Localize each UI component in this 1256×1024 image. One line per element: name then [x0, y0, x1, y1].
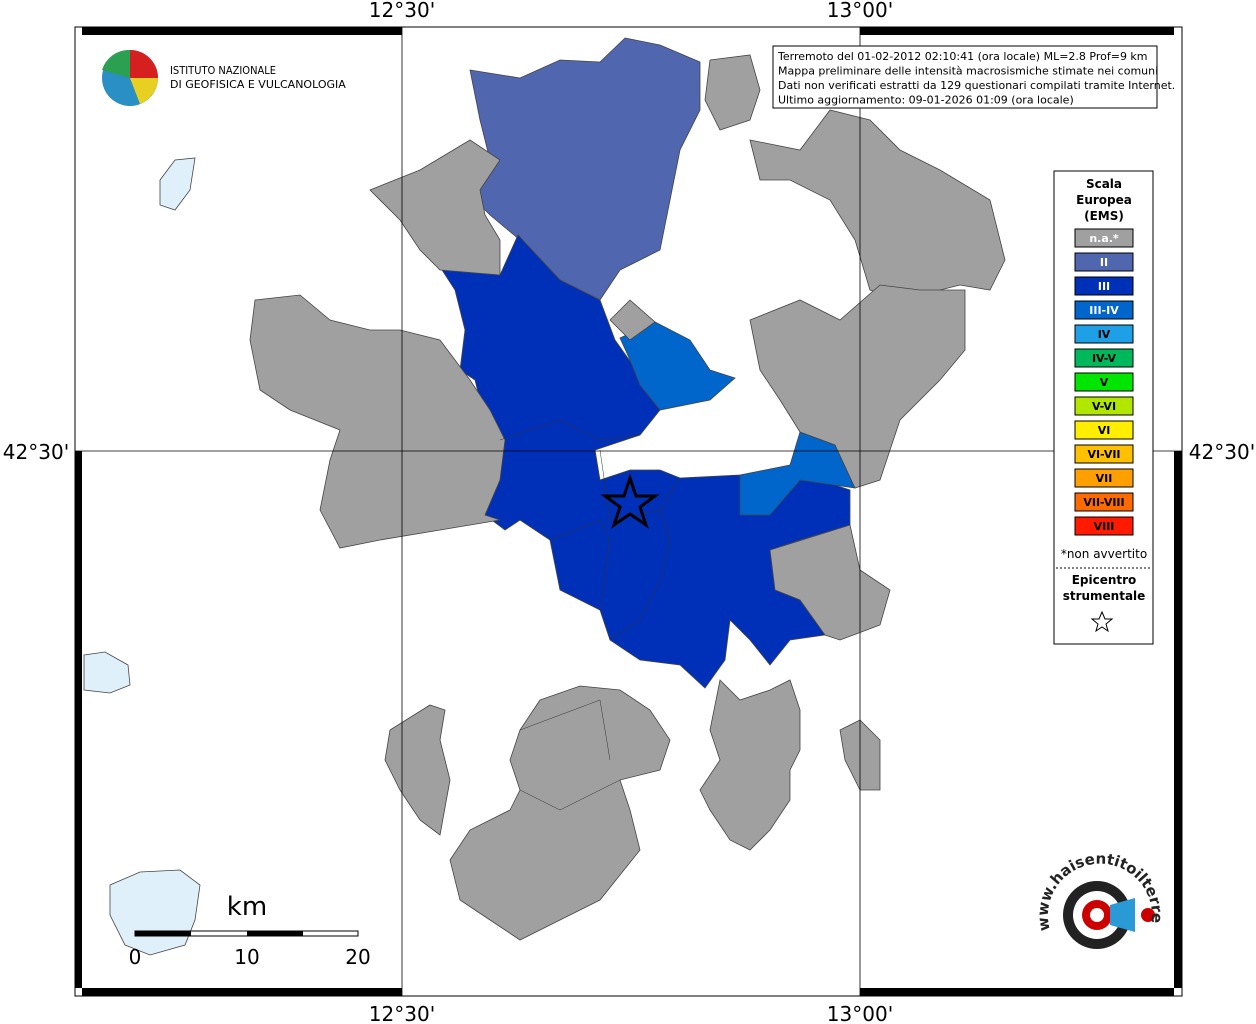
legend-label: III-IV [1089, 304, 1119, 317]
scale-label: 20 [345, 945, 370, 969]
scale-unit: km [227, 892, 267, 922]
info-line: Terremoto del 01-02-2012 02:10:41 (ora l… [777, 50, 1148, 63]
info-line: Dati non verificati estratti da 129 ques… [778, 79, 1175, 92]
legend-label: IV [1098, 328, 1111, 341]
legend-note: *non avvertito [1061, 547, 1147, 561]
legend-swatch [1074, 372, 1134, 392]
axis-label: 13°00' [827, 1002, 893, 1024]
axis-label: 12°30' [369, 0, 435, 22]
legend-title: Europea [1076, 193, 1132, 207]
legend-swatch [1074, 468, 1134, 488]
axis-label: 42°30' [3, 440, 69, 464]
epicenter [600, 473, 660, 529]
ingv-logo: ISTITUTO NAZIONALE DI GEOFISICA E VULCAN… [102, 49, 346, 106]
legend-label: n.a.* [1089, 232, 1119, 245]
legend-swatch [1074, 276, 1134, 296]
legend-label: VIII [1094, 520, 1115, 533]
legend-label: III [1098, 280, 1110, 293]
legend-swatch [1074, 516, 1134, 536]
frame [74, 26, 1183, 997]
land [83, 37, 1006, 956]
legend-star [1090, 610, 1114, 633]
borders [499, 419, 681, 811]
legend-swatch [1074, 324, 1134, 344]
legend-label: VII [1096, 472, 1113, 485]
info-line: Ultimo aggiornamento: 09-01-2026 01:09 (… [778, 94, 1074, 107]
legend-swatch [1074, 396, 1134, 416]
logo-text: DI GEOFISICA E VULCANOLOGIA [170, 78, 346, 91]
legend-swatch [1074, 252, 1134, 272]
scale-label: 0 [129, 945, 142, 969]
legend-label: VI [1098, 424, 1111, 437]
legend-title: Scala [1086, 177, 1122, 191]
scale-bar: km 0 10 20 [129, 892, 371, 969]
axis-label: 12°30' [369, 1002, 435, 1024]
info-box: Terremoto del 01-02-2012 02:10:41 (ora l… [772, 45, 1175, 109]
grid [75, 27, 1182, 996]
info-line: Mappa preliminare delle intensità macros… [778, 65, 1158, 78]
legend: ScalaEuropea(EMS)n.a.*IIIIIIII-IVIVIV-VV… [1053, 170, 1154, 645]
legend-label: IV-V [1092, 352, 1117, 365]
legend-title: (EMS) [1084, 209, 1124, 223]
axis-label: 13°00' [827, 0, 893, 22]
legend-epicenter: strumentale [1063, 589, 1146, 603]
axis-label: 42°30' [1189, 440, 1255, 464]
scale-label: 10 [234, 945, 259, 969]
legend-swatch [1074, 300, 1134, 320]
legend-epicenter: Epicentro [1072, 573, 1137, 587]
legend-label: V [1100, 376, 1109, 389]
legend-swatch [1074, 444, 1134, 464]
legend-label: VII-VIII [1083, 496, 1124, 509]
legend-swatch [1074, 420, 1134, 440]
legend-label: II [1100, 256, 1108, 269]
legend-label: V-VI [1092, 400, 1116, 413]
legend-swatch [1074, 228, 1134, 248]
legend-swatch [1074, 492, 1134, 512]
legend-label: VI-VII [1087, 448, 1120, 461]
legend-swatch [1074, 348, 1134, 368]
logo-text: ISTITUTO NAZIONALE [170, 64, 276, 77]
